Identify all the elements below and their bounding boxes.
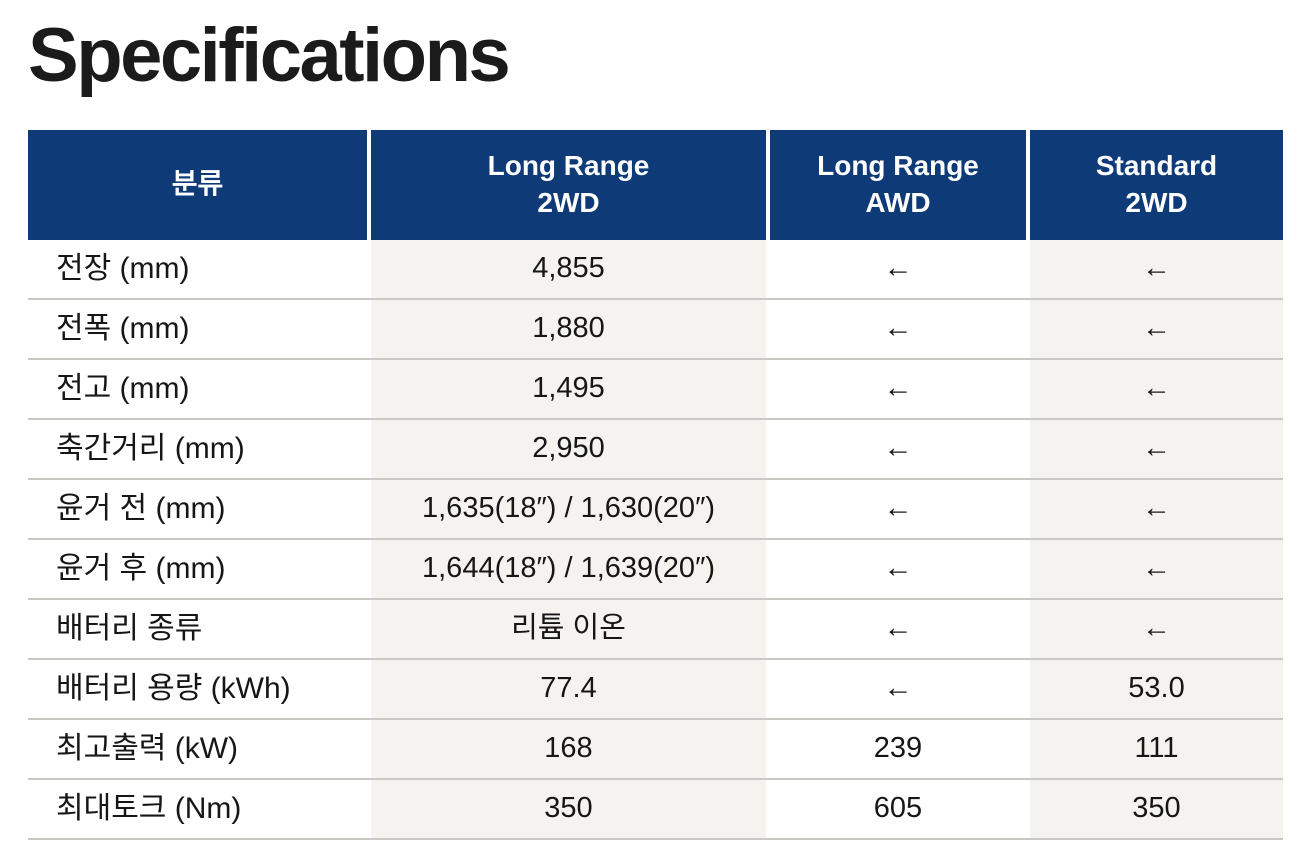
table-row: 배터리 용량 (kWh) 77.4 ← 53.0 — [28, 659, 1283, 720]
row-label: 배터리 종류 — [28, 599, 367, 658]
cell-value: 111 — [1026, 719, 1283, 778]
column-header-label: Long Range — [817, 149, 979, 181]
cell-value: 168 — [367, 719, 766, 778]
cell-value: ← — [1026, 419, 1283, 478]
column-header-label: 2WD — [1125, 186, 1188, 218]
table-row: 배터리 종류 리튬 이온 ← ← — [28, 599, 1283, 660]
table-row: 윤거 전 (mm) 1,635(18″) / 1,630(20″) ← ← — [28, 479, 1283, 540]
column-header-long-range-awd: Long Range AWD — [766, 129, 1026, 240]
table-row: 최고출력 (kW) 168 239 111 — [28, 719, 1283, 780]
cell-value: ← — [1026, 599, 1283, 658]
column-header-label: 분류 — [171, 168, 224, 200]
table-row: 전장 (mm) 4,855 ← ← — [28, 239, 1283, 300]
column-header-label: AWD — [865, 186, 931, 218]
row-label: 전장 (mm) — [28, 239, 367, 298]
table-row: 전고 (mm) 1,495 ← ← — [28, 359, 1283, 420]
cell-value: 1,880 — [367, 299, 766, 358]
cell-value: ← — [1026, 539, 1283, 598]
cell-value: 4,855 — [367, 239, 766, 298]
cell-value: ← — [766, 539, 1026, 598]
table-row: 전폭 (mm) 1,880 ← ← — [28, 299, 1283, 360]
cell-value: ← — [766, 659, 1026, 718]
cell-value: 605 — [766, 779, 1026, 838]
cell-value: 1,635(18″) / 1,630(20″) — [367, 479, 766, 538]
column-header-category: 분류 — [28, 129, 367, 240]
table-row: 축간거리 (mm) 2,950 ← ← — [28, 419, 1283, 480]
table-row: 최대토크 (Nm) 350 605 350 — [28, 779, 1283, 840]
cell-value: 1,495 — [367, 359, 766, 418]
cell-value: ← — [1026, 299, 1283, 358]
cell-value: 239 — [766, 719, 1026, 778]
row-label: 전고 (mm) — [28, 359, 367, 418]
cell-value: ← — [766, 299, 1026, 358]
cell-value: 350 — [367, 779, 766, 838]
row-label: 최고출력 (kW) — [28, 719, 367, 778]
cell-value: ← — [1026, 359, 1283, 418]
column-header-label: Long Range — [487, 149, 650, 181]
page-title: Specifications — [28, 13, 511, 98]
column-header-long-range-2wd: Long Range 2WD — [367, 129, 766, 240]
row-label: 축간거리 (mm) — [28, 419, 367, 478]
row-label: 전폭 (mm) — [28, 299, 367, 358]
column-header-standard-2wd: Standard 2WD — [1026, 129, 1283, 240]
row-label: 최대토크 (Nm) — [28, 779, 367, 838]
cell-value: 2,950 — [367, 419, 766, 478]
cell-value: 77.4 — [367, 659, 766, 718]
cell-value: ← — [1026, 479, 1283, 538]
table-header-row: 분류 Long Range 2WD Long Range AWD Standar… — [28, 129, 1283, 240]
row-label: 배터리 용량 (kWh) — [28, 659, 367, 718]
table-row: 윤거 후 (mm) 1,644(18″) / 1,639(20″) ← ← — [28, 539, 1283, 600]
row-label: 윤거 전 (mm) — [28, 479, 367, 538]
cell-value: 1,644(18″) / 1,639(20″) — [367, 539, 766, 598]
column-header-label: 2WD — [537, 186, 600, 218]
row-label: 윤거 후 (mm) — [28, 539, 367, 598]
specifications-table: 분류 Long Range 2WD Long Range AWD Standar… — [28, 129, 1283, 840]
cell-value: 리튬 이온 — [367, 599, 766, 658]
cell-value: ← — [766, 599, 1026, 658]
cell-value: ← — [1026, 239, 1283, 298]
cell-value: 350 — [1026, 779, 1283, 838]
cell-value: ← — [766, 239, 1026, 298]
cell-value: ← — [766, 419, 1026, 478]
cell-value: 53.0 — [1026, 659, 1283, 718]
column-header-label: Standard — [1095, 149, 1218, 181]
cell-value: ← — [766, 359, 1026, 418]
cell-value: ← — [766, 479, 1026, 538]
